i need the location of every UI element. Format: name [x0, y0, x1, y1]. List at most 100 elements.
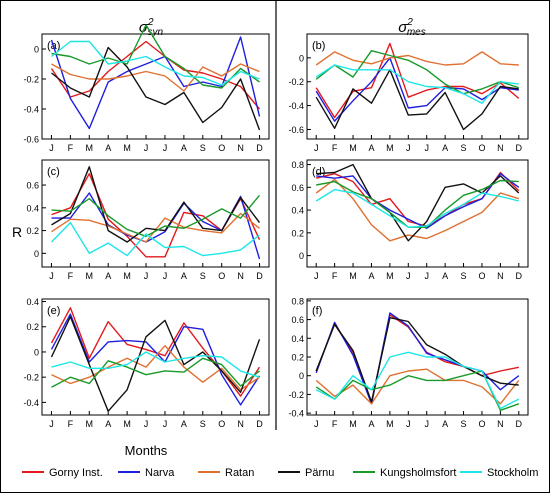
- panel-1: -0.6 -0.4 -0.2 0 J F M A M J J A S O N D (b): [288, 33, 529, 153]
- series-line-narva: [315, 312, 520, 405]
- panel-3: 0 0.2 0.4 0.6 0.8 J F M A M J J A S O N D (d): [291, 159, 529, 281]
- x-axis-label: Months: [125, 443, 168, 458]
- x-tick-label: J: [49, 143, 54, 153]
- x-tick-label: J: [314, 271, 319, 281]
- x-tick-label: D: [256, 271, 263, 281]
- series-line-narva: [50, 36, 261, 130]
- x-tick-label: M: [386, 143, 394, 153]
- x-tick-label: J: [163, 271, 168, 281]
- x-tick-label: D: [516, 419, 523, 429]
- series-line-p-rnu: [316, 163, 520, 242]
- x-tick-label: N: [237, 143, 244, 153]
- column-title-syn: σ2 syn: [139, 17, 164, 38]
- y-tick-label: 0: [299, 371, 304, 381]
- x-tick-label: O: [478, 143, 485, 153]
- x-tick-label: M: [123, 271, 131, 281]
- y-tick-label: 0: [299, 53, 304, 63]
- x-tick-label: D: [516, 143, 523, 153]
- series-line-gorny-inst: [50, 40, 261, 110]
- y-tick-label: 0.4: [26, 297, 39, 307]
- x-tick-label: A: [442, 143, 448, 153]
- panel-frame: [41, 159, 270, 268]
- y-tick-label: 0: [34, 45, 39, 55]
- y-tick-label: -0.2: [23, 75, 39, 85]
- y-tick-label: 0.6: [291, 315, 304, 325]
- x-tick-label: J: [406, 271, 411, 281]
- x-tick-label: J: [144, 143, 149, 153]
- y-tick-label: 0.2: [291, 228, 304, 238]
- x-tick-label: A: [368, 143, 374, 153]
- x-tick-label: A: [105, 419, 111, 429]
- x-tick-label: J: [49, 271, 54, 281]
- x-tick-label: O: [218, 143, 225, 153]
- x-tick-label: J: [424, 271, 429, 281]
- x-tick-label: A: [181, 419, 187, 429]
- y-tick-label: 0.6: [291, 183, 304, 193]
- x-tick-label: D: [256, 143, 263, 153]
- x-tick-label: A: [105, 143, 111, 153]
- x-tick-label: O: [218, 419, 225, 429]
- series-line-narva: [50, 313, 261, 406]
- panel-frame: [41, 298, 270, 416]
- legend-label: Ratan: [225, 467, 254, 479]
- x-tick-label: S: [200, 271, 206, 281]
- panel-frame: [306, 159, 529, 268]
- x-tick-label: D: [256, 419, 263, 429]
- x-tick-label: J: [424, 143, 429, 153]
- x-tick-label: N: [497, 143, 504, 153]
- series-line-ratan: [315, 51, 519, 66]
- x-tick-label: J: [314, 419, 319, 429]
- series-line-stockholm: [50, 221, 260, 257]
- x-tick-label: J: [163, 143, 168, 153]
- x-tick-label: M: [386, 271, 394, 281]
- series-line-kungsholmsfort: [51, 24, 260, 89]
- legend-label: Pärnu: [305, 467, 334, 479]
- x-tick-label: M: [349, 143, 357, 153]
- panel-frame: [41, 33, 270, 140]
- x-tick-label: M: [123, 143, 131, 153]
- series-line-p-rnu: [315, 69, 519, 131]
- y-tick-label: 0.4: [291, 206, 304, 216]
- series-line-stockholm: [315, 188, 519, 228]
- y-tick-label: 0.4: [26, 203, 39, 213]
- panel-2: 0 0.2 0.4 0.6 J F M A M J J A S O N D (c): [26, 159, 270, 281]
- panel-frame: [306, 33, 529, 140]
- x-tick-label: F: [332, 143, 338, 153]
- column-title-mes: σ2 mes: [398, 17, 426, 38]
- series-line-p-rnu: [51, 166, 261, 243]
- x-tick-label: A: [368, 271, 374, 281]
- x-tick-label: N: [497, 419, 504, 429]
- x-tick-label: F: [68, 419, 74, 429]
- panel-0: -0.6-0.4-0.20J F M A M J J A S O N D(a): [23, 24, 270, 153]
- y-tick-label: 0.2: [26, 322, 39, 332]
- y-tick-label: 0: [299, 251, 304, 261]
- panel-label: (d): [312, 166, 325, 178]
- x-tick-label: M: [386, 419, 394, 429]
- x-tick-label: A: [181, 143, 187, 153]
- x-tick-label: J: [144, 271, 149, 281]
- x-tick-label: N: [237, 271, 244, 281]
- legend-item: Narva: [118, 467, 175, 479]
- y-tick-label: 0.6: [26, 181, 39, 191]
- y-tick-label: -0.4: [23, 398, 39, 408]
- x-tick-label: J: [144, 419, 149, 429]
- x-tick-label: J: [314, 143, 319, 153]
- legend-item: Gorny Inst.: [22, 467, 103, 479]
- series-line-kungsholmsfort: [51, 357, 260, 388]
- legend-label: Gorny Inst.: [49, 467, 103, 479]
- y-tick-label: -0.2: [23, 373, 39, 383]
- panel-5: -0.4 -0.2 0 0.2 0.4 0.6 0.8 J F M A M J J A S O N D (f): [288, 296, 529, 429]
- series-line-stockholm: [315, 351, 520, 410]
- x-tick-label: J: [163, 419, 168, 429]
- x-tick-label: N: [497, 271, 504, 281]
- y-tick-label: -0.4: [288, 101, 304, 111]
- series-line-narva: [316, 172, 520, 230]
- series-line-ratan: [51, 63, 260, 92]
- series-line-ratan: [315, 178, 520, 242]
- x-tick-label: O: [478, 271, 485, 281]
- y-tick-label: 0.4: [291, 334, 304, 344]
- legend-item: Stockholm: [460, 467, 538, 479]
- x-tick-label: F: [68, 143, 74, 153]
